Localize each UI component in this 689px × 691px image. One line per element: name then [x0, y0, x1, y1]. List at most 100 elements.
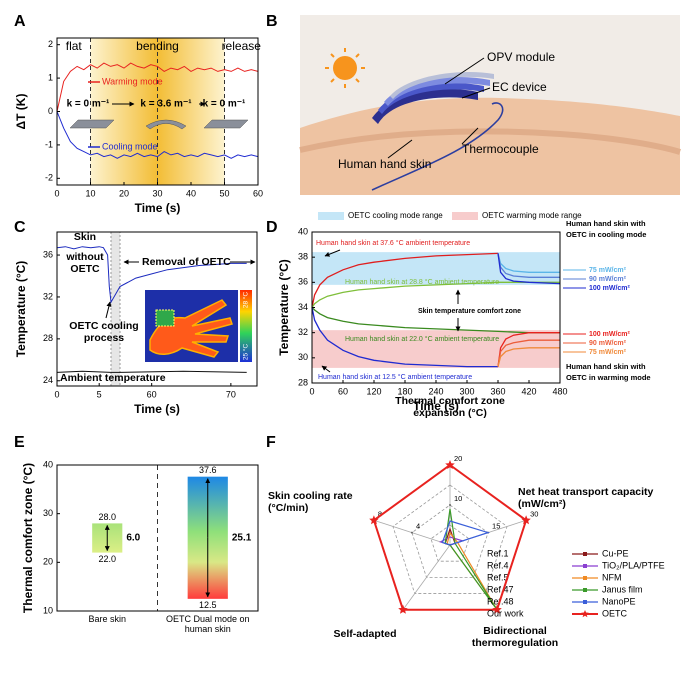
curve-label: Human hand skin at 12.5 °C ambient tempe…: [318, 373, 472, 381]
y-tick-label: 30: [298, 352, 308, 362]
x-tick-label: 480: [552, 386, 567, 396]
annotation: Human hand skin with: [566, 362, 646, 371]
stage-label: bending: [136, 39, 179, 53]
star-marker: [445, 460, 455, 469]
legend-ref: Ref.1: [487, 548, 509, 558]
category-label: Bare skin: [88, 614, 127, 624]
category-label: OETC Dual mode on human skin: [165, 614, 250, 635]
y-tick-label: 10: [43, 605, 53, 615]
radar-spoke: [402, 544, 451, 610]
y-tick-label: 34: [298, 302, 308, 312]
curve-label: Human hand skin at 22.0 °C ambient tempe…: [345, 335, 499, 343]
stage-label: flat: [66, 39, 83, 53]
data-line: [56, 370, 247, 373]
leader-lines: [387, 57, 491, 159]
legend-label: TiO₂/PLA/PTFE: [602, 560, 665, 570]
panel-letter: A: [14, 13, 26, 30]
radar-axis-label-box: Skin cooling rate (°C/min): [268, 490, 353, 515]
radar-axis-label-box: Bidirectional thermoregulation: [472, 625, 558, 649]
annotation: Human hand skin with: [566, 219, 646, 228]
axis-break: [110, 231, 121, 387]
plot-frame: [56, 464, 259, 612]
curvature-label: k = 0 m⁻¹: [67, 99, 110, 110]
arrow: [321, 365, 331, 373]
radar-polygon: [441, 520, 490, 546]
y-tick-label: 1: [48, 72, 53, 82]
radar-axis-label: Thermal comfort zone expansion (°C): [395, 395, 505, 420]
x-tick-label: 20: [119, 188, 129, 198]
legend-ref: Our work: [487, 608, 524, 618]
x-tick-label: 0: [54, 389, 59, 399]
arrow: [105, 301, 112, 319]
radar-tick-label: 8: [378, 509, 382, 518]
mode-range-band: [312, 252, 560, 285]
thermocouple-wire: [371, 102, 504, 191]
span-label: 6.0: [126, 533, 140, 544]
data-line: [497, 253, 561, 285]
annotation: process: [84, 332, 124, 344]
annotation: OETC cooling: [69, 320, 138, 332]
radar-tick-label: 10: [454, 494, 462, 503]
legend-label: OETC warming mode range: [482, 211, 582, 220]
legend-label: Janus film: [602, 584, 643, 594]
panel-letter: D: [266, 219, 278, 236]
y-tick-label: 32: [43, 291, 53, 301]
x-tick-label: 180: [397, 386, 412, 396]
panel-letter: C: [14, 219, 26, 236]
y-tick-label: 40: [298, 226, 308, 236]
legend-marker: [583, 588, 587, 592]
colorbar-label: 25 °C: [242, 344, 250, 361]
category-label-box: Bare skin: [88, 614, 127, 624]
annotation: without: [65, 251, 104, 263]
x-tick-label: 120: [366, 386, 381, 396]
annotation: OETC in warming mode: [566, 373, 651, 382]
star-marker: [521, 515, 531, 525]
x-tick-label: 300: [459, 386, 474, 396]
high-label: 37.6: [199, 465, 217, 475]
y-axis-label: ΔT (K): [14, 94, 28, 130]
data-line: [311, 307, 560, 334]
panel-letter: E: [14, 434, 25, 451]
annotation: Skin temperature comfort zone: [418, 308, 521, 315]
annotation: OETC in cooling mode: [566, 230, 646, 239]
x-tick-label: 60: [147, 389, 157, 399]
low-label: 12.5: [199, 600, 217, 610]
x-axis-label: Time (s): [135, 201, 181, 215]
y-tick-label: 36: [43, 249, 53, 259]
data-line: [497, 347, 560, 367]
arrow: [324, 249, 341, 257]
colorbar: [240, 290, 252, 362]
legend-marker: [583, 576, 587, 580]
device: [372, 72, 494, 124]
curve-label: Human hand skin at 37.6 °C ambient tempe…: [316, 239, 470, 247]
plot-frame: [56, 37, 259, 186]
data-line: [311, 252, 499, 308]
x-tick-label: 360: [490, 386, 505, 396]
illustration: B OPV module EC device Thermocouple Huma…: [266, 13, 681, 195]
substrate-icon: [145, 119, 187, 130]
data-line: [497, 339, 560, 367]
x-tick-label: 5: [97, 389, 102, 399]
y-axis-label: Temperature (°C): [14, 261, 28, 358]
x-tick-label: 60: [253, 188, 263, 198]
x-tick-label: 70: [226, 389, 236, 399]
x-tick-label: 0: [54, 188, 59, 198]
plot-frame: [56, 231, 258, 387]
star-marker: [369, 515, 379, 525]
y-tick-label: -1: [45, 139, 53, 149]
radar-axis-label-box: Self-adapted: [333, 628, 396, 640]
x-tick-label: 10: [85, 188, 95, 198]
y-axis-label: Temperature (°C): [277, 259, 291, 356]
legend-ref: Ref.5: [487, 572, 509, 582]
radar-axis-label: Net heat transport capacity (mW/cm²): [518, 486, 654, 511]
illustration-label: OPV module: [487, 50, 555, 64]
radar-axis-label: Skin cooling rate (°C/min): [268, 490, 353, 515]
illustration-label: EC device: [492, 80, 547, 94]
y-tick-label: 24: [43, 375, 53, 385]
y-tick-label: 36: [298, 277, 308, 287]
branch-label: 100 mW/cm²: [589, 285, 631, 292]
sun-rays: [325, 48, 365, 88]
annotation: Skin: [74, 231, 96, 243]
x-tick-label: 420: [521, 386, 536, 396]
